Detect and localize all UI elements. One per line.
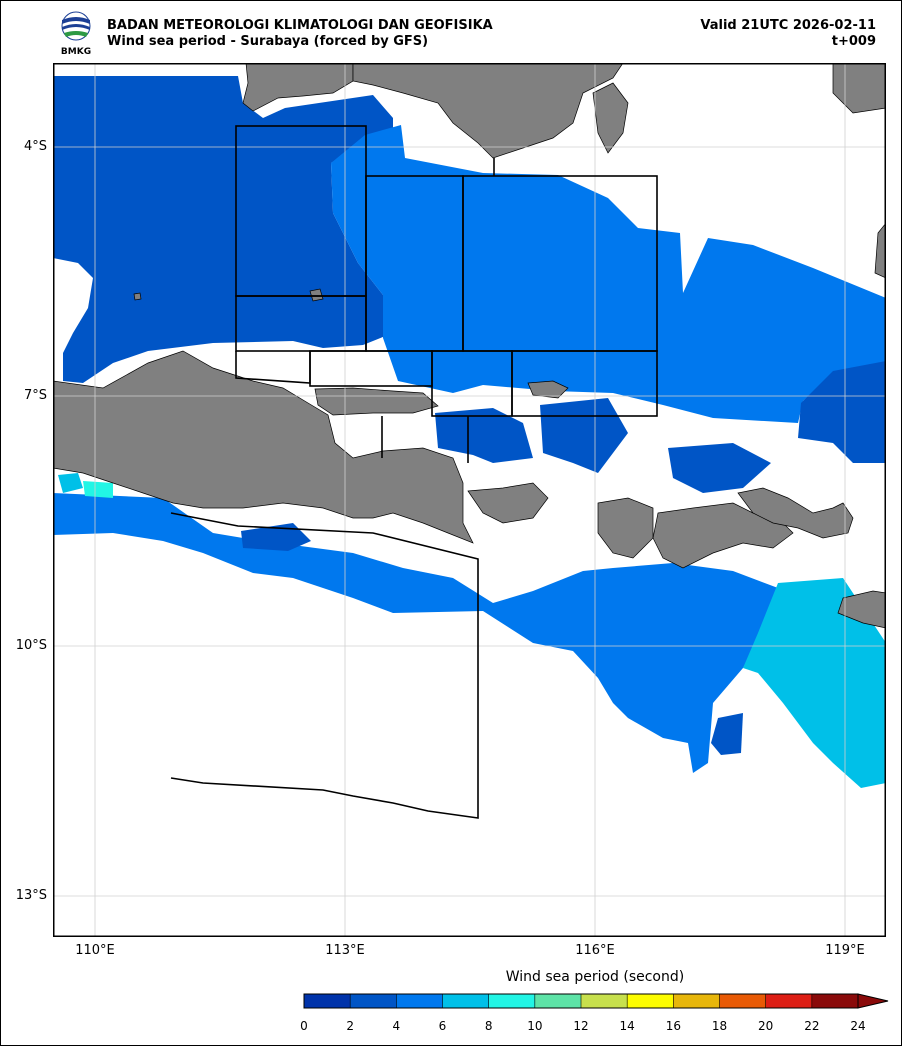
colorbar-tick-label: 24 [850,1019,866,1033]
lat-label-4s: 4°S [23,139,47,154]
field-aqua-west [83,481,113,498]
field-southeast-cyan [743,578,886,788]
bmkg-logo: BMKG [61,11,91,56]
colorbar-segment [719,994,767,1008]
field-cyan-west [58,473,83,493]
colorbar-segment [350,994,397,1008]
colorbar-segment [442,994,490,1008]
land-bali [467,482,549,524]
colorbar-segment [304,994,351,1008]
colorbar-tick-label: 8 [484,1019,493,1033]
land-madura [314,387,439,416]
land-sumba [837,590,886,629]
lon-label-116e: 116°E [575,943,615,958]
figure-subtitle: Wind sea period - Surabaya (forced by GF… [107,34,429,49]
colorbar-segment [673,994,720,1008]
valid-time: Valid 21UTC 2026-02-11 [700,18,876,33]
field-southeast-dark-patch [711,713,743,755]
land-java [53,350,474,544]
land-bawean [309,288,324,302]
field-north-dark [53,76,398,383]
land-karimunjawa [133,292,142,301]
gridlines [53,63,886,937]
colorbar-segment [581,994,628,1008]
lon-label-119e: 119°E [825,943,865,958]
colorbar-tick-label: 22 [804,1019,820,1033]
land-east-small [874,222,886,279]
colorbar-tick-label: 0 [300,1019,308,1033]
region-boundaries [170,125,658,819]
colorbar-tick-label: 20 [758,1019,774,1033]
land-kalimantan-south [352,63,624,159]
forecast-step: t+009 [831,34,876,49]
colorbar-segment [396,994,443,1008]
lon-label-110e: 110°E [75,943,115,958]
field-east-strait-dark [668,443,771,493]
land-lombok [597,497,654,559]
land-sumbawa [652,502,794,569]
field-central-dark [435,408,533,463]
colorbar-tick-label: 10 [527,1019,543,1033]
lat-label-10s: 10°S [15,638,47,653]
colorbar-tick-label: 2 [346,1019,354,1033]
land-sulawesi-ne [832,63,886,114]
lat-label-7s: 7°S [23,388,47,403]
field-south-blue [53,493,778,773]
colorbar-tick-label: 4 [392,1019,401,1033]
colorbar-tick-label: 18 [711,1019,728,1033]
colorbar-tick-label: 12 [573,1019,589,1033]
field-south-dark-patch [241,523,311,551]
land-sulawesi-tip [592,82,629,154]
colorbar-segment [534,994,582,1008]
map-border [53,63,886,937]
colorbar-title: Wind sea period (second) [505,969,685,985]
lon-label-113e: 113°E [325,943,365,958]
field-east-dark [798,361,886,463]
figure-title: BADAN METEOROLOGI KLIMATOLOGI DAN GEOFIS… [107,18,493,33]
map-panel [53,63,886,937]
field-north-blue [331,125,886,423]
colorbar-outline [303,993,859,1009]
colorbar-segment [488,994,536,1008]
colorbar-segment [627,994,674,1008]
colorbar-tick-label: 6 [438,1019,447,1033]
colorbar-tick-label: 14 [619,1019,635,1033]
colorbar [303,993,889,1009]
land-flores-west [737,487,854,539]
colorbar-segment [811,994,859,1008]
lat-label-13s: 13°S [15,888,47,903]
colorbar-segment [765,994,813,1008]
colorbar-tick-label: 16 [665,1019,681,1033]
colorbar-extend-arrow [857,993,889,1009]
land-kangean [527,380,569,399]
logo-text: BMKG [61,47,91,56]
